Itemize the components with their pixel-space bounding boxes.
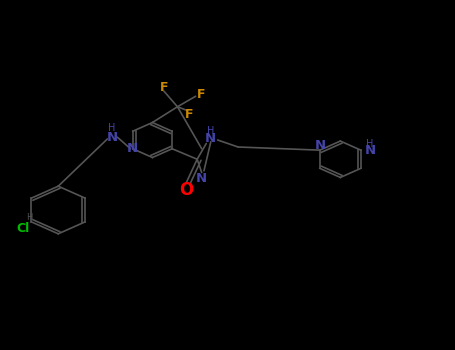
- Text: H: H: [207, 126, 214, 135]
- Text: F: F: [185, 108, 193, 121]
- Text: F: F: [197, 88, 205, 101]
- Text: N: N: [196, 172, 207, 186]
- Text: N: N: [205, 132, 217, 145]
- Text: H: H: [26, 213, 33, 222]
- Text: O: O: [179, 181, 193, 199]
- Text: Cl: Cl: [17, 222, 30, 236]
- Text: N: N: [314, 139, 325, 153]
- Text: N: N: [127, 142, 138, 155]
- Text: N: N: [364, 144, 375, 157]
- Text: H: H: [366, 139, 374, 149]
- Text: H: H: [108, 124, 116, 133]
- Text: F: F: [160, 81, 168, 94]
- Text: N: N: [106, 131, 117, 144]
